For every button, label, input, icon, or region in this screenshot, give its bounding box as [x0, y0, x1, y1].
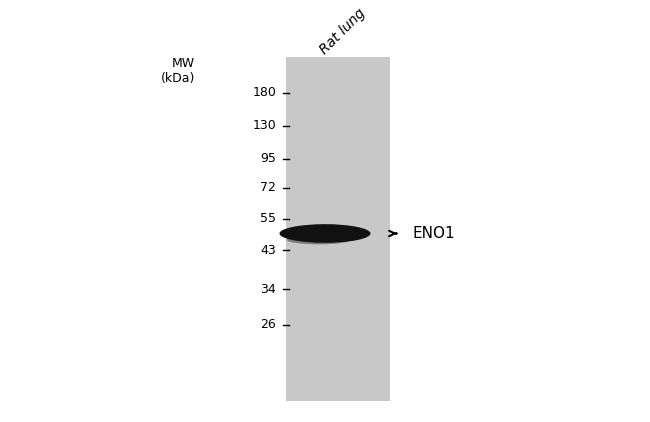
FancyBboxPatch shape — [286, 57, 390, 401]
Text: 95: 95 — [261, 152, 276, 165]
Text: 43: 43 — [261, 243, 276, 257]
Text: 34: 34 — [261, 283, 276, 296]
Text: 72: 72 — [261, 181, 276, 195]
Ellipse shape — [280, 224, 370, 243]
Text: Rat lung: Rat lung — [317, 6, 369, 57]
Text: 180: 180 — [252, 86, 276, 99]
Text: 130: 130 — [252, 119, 276, 132]
Text: ENO1: ENO1 — [413, 226, 456, 241]
Text: 55: 55 — [260, 213, 276, 225]
Ellipse shape — [287, 235, 350, 244]
Text: 26: 26 — [261, 318, 276, 331]
Text: MW
(kDa): MW (kDa) — [161, 57, 195, 85]
